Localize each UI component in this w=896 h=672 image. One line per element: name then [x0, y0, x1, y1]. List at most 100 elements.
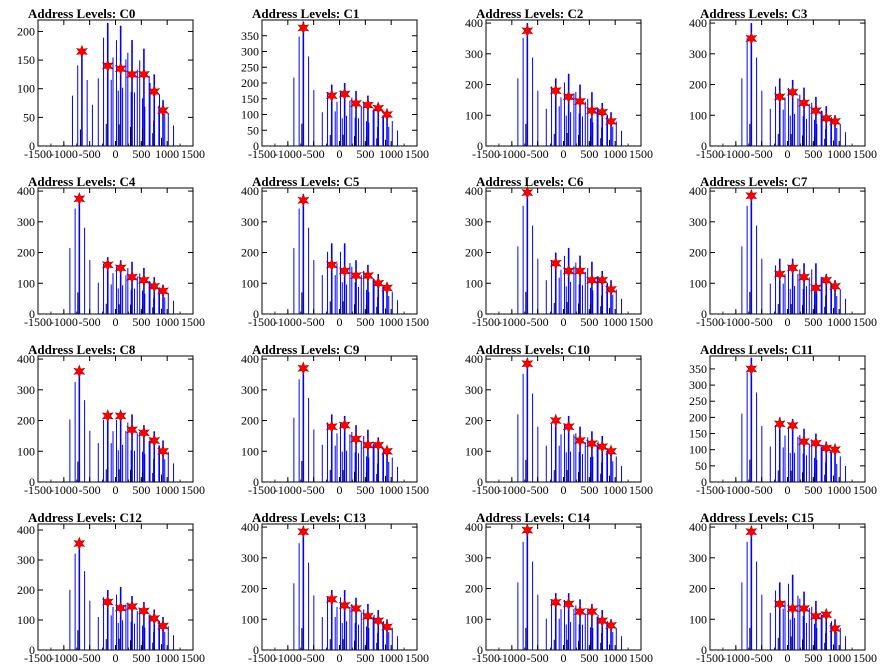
x-tick-label: 0	[337, 483, 343, 497]
chart-svg: Address Levels: C8-1500-1000 -500 0 500 1000…	[0, 336, 224, 504]
plot-frame	[262, 188, 417, 314]
x-tick-label: -500	[527, 147, 549, 161]
chart-title: Address Levels: C10	[476, 342, 590, 357]
x-tick-label: -500	[79, 651, 101, 665]
y-tick-label: 100	[689, 108, 707, 122]
plot-frame	[486, 524, 641, 650]
x-tick-label: 500	[132, 651, 150, 665]
y-tick-label: 300	[241, 45, 259, 59]
peak-marker	[575, 265, 585, 277]
x-tick-label: 500	[580, 315, 598, 329]
peak-marker	[597, 441, 607, 453]
peak-marker	[597, 615, 607, 627]
x-tick-label: 500	[804, 315, 822, 329]
y-tick-label: 300	[241, 383, 259, 397]
y-tick-label: 300	[465, 551, 483, 565]
peak-marker	[563, 421, 573, 433]
chart-title: Address Levels: C14	[476, 510, 590, 525]
peak-marker	[799, 271, 809, 283]
y-tick-label: 300	[689, 551, 707, 565]
x-tick-label: -1000	[722, 651, 750, 665]
chart-title: Address Levels: C11	[700, 342, 813, 357]
x-tick-label: 1500	[853, 315, 877, 329]
chart-title: Address Levels: C13	[252, 510, 366, 525]
x-tick-label: 1500	[853, 147, 877, 161]
peak-marker	[74, 538, 84, 550]
y-tick-label: 200	[17, 583, 35, 597]
chart-panel: Address Levels: C12 -1500 -1000 -500 0 500 100…	[0, 504, 224, 672]
x-tick-label: 0	[113, 315, 119, 329]
chart-svg: Address Levels: C6-1500-1000 -500 0 500 1000…	[448, 168, 672, 336]
x-tick-label: -500	[751, 147, 773, 161]
x-tick-label: 500	[356, 483, 374, 497]
y-tick-label: 200	[465, 414, 483, 428]
y-tick-label: 150	[17, 53, 35, 67]
y-tick-label: 0	[253, 139, 259, 153]
x-tick-label: 1000	[155, 147, 179, 161]
x-tick-label: -500	[303, 651, 325, 665]
peak-marker	[799, 436, 809, 448]
y-tick-label: 0	[29, 307, 35, 321]
chart-svg: Address Levels: C9-1500-1000 -500 0 500 1000…	[224, 336, 448, 504]
peak-marker	[139, 605, 149, 617]
y-tick-label: 400	[689, 184, 707, 198]
x-tick-label: -500	[527, 483, 549, 497]
peak-marker	[327, 259, 337, 271]
peak-marker	[787, 419, 797, 431]
chart-panel: Address Levels: C1 -1500 -1000 -500 0 500 1000…	[224, 0, 448, 168]
plot-frame	[486, 188, 641, 314]
y-tick-label: 300	[465, 47, 483, 61]
x-tick-label: -1000	[498, 147, 526, 161]
chart-title: Address Levels: C3	[700, 6, 808, 21]
peak-marker	[351, 270, 361, 282]
x-tick-label: 1000	[603, 651, 627, 665]
y-tick-label: 250	[241, 60, 259, 74]
peak-marker	[115, 63, 125, 75]
peak-marker	[149, 435, 159, 447]
x-tick-label: 1000	[603, 147, 627, 161]
y-tick-label: 400	[465, 16, 483, 30]
x-tick-label: 1500	[629, 483, 653, 497]
peak-marker	[103, 60, 113, 72]
chart-panel: Address Levels: C15 -1500 -1000 -500 0 500 100…	[672, 504, 896, 672]
peak-marker	[74, 365, 84, 377]
peak-marker	[575, 95, 585, 107]
plot-frame	[486, 20, 641, 146]
x-tick-label: 0	[561, 651, 567, 665]
y-tick-label: 100	[465, 276, 483, 290]
peak-marker	[327, 90, 337, 102]
x-tick-label: 1500	[181, 147, 205, 161]
chart-svg: Address Levels: C13-1500-1000 -500 0 500 100…	[224, 504, 448, 672]
y-tick-label: 100	[689, 612, 707, 626]
x-tick-label: -1000	[498, 315, 526, 329]
chart-panel: Address Levels: C0 -1500 -1000 -500 0 500 1000…	[0, 0, 224, 168]
y-tick-label: 350	[241, 29, 259, 43]
x-tick-label: -1000	[274, 483, 302, 497]
x-tick-label: 1000	[379, 315, 403, 329]
peak-marker	[115, 410, 125, 422]
chart-svg: Address Levels: C0-1500-1000 -500 0 500 1000…	[0, 0, 224, 168]
x-tick-label: -500	[79, 483, 101, 497]
x-tick-label: 500	[132, 483, 150, 497]
chart-title: Address Levels: C5	[252, 174, 360, 189]
chart-panel: Address Levels: C13 -1500 -1000 -500 0 500 100…	[224, 504, 448, 672]
y-tick-label: 400	[689, 16, 707, 30]
chart-svg: Address Levels: C5-1500-1000 -500 0 500 1000…	[224, 168, 448, 336]
plot-frame	[710, 20, 865, 146]
peak-marker	[587, 105, 597, 117]
y-tick-label: 200	[17, 24, 35, 38]
peak-marker	[298, 526, 308, 538]
x-tick-label: 1000	[379, 483, 403, 497]
chart-svg: Address Levels: C15 -1500-1000 -500 0 500 100…	[672, 504, 896, 672]
y-tick-label: 100	[17, 276, 35, 290]
peak-marker	[821, 609, 831, 621]
peak-marker	[149, 280, 159, 292]
peak-marker	[351, 97, 361, 109]
peak-marker	[522, 358, 532, 370]
plot-frame	[38, 188, 193, 314]
peak-marker	[811, 437, 821, 449]
chart-svg: Address Levels: C3-1500-1000 -500 0 500 1000…	[672, 0, 896, 168]
chart-title: Address Levels: C1	[252, 6, 359, 21]
y-tick-label: 400	[241, 184, 259, 198]
peak-marker	[799, 603, 809, 615]
